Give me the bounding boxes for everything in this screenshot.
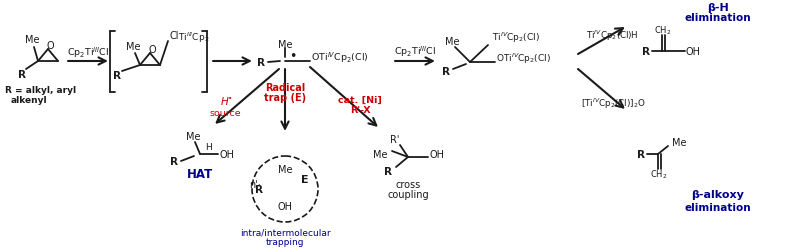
- Text: Me: Me: [445, 37, 459, 47]
- Text: cat. [Ni]: cat. [Ni]: [338, 95, 382, 104]
- Text: Radical: Radical: [265, 83, 305, 93]
- Text: R': R': [391, 135, 400, 144]
- Text: R: R: [257, 58, 265, 68]
- Text: CH$_2$: CH$_2$: [650, 168, 668, 180]
- Text: R: R: [637, 149, 645, 159]
- Text: OTi$^{IV}$Cp$_2$(Cl): OTi$^{IV}$Cp$_2$(Cl): [496, 52, 551, 66]
- Text: Ti$^{III}$Cp$_2$: Ti$^{III}$Cp$_2$: [178, 31, 209, 45]
- Text: H$^•$: H$^•$: [221, 96, 233, 108]
- Text: Me: Me: [278, 40, 292, 50]
- Text: Me: Me: [278, 164, 292, 174]
- Text: Cp$_2$Ti$^{III}$Cl: Cp$_2$Ti$^{III}$Cl: [394, 45, 436, 59]
- Text: intra/intermolecular: intra/intermolecular: [240, 228, 330, 237]
- Text: OH: OH: [686, 47, 701, 57]
- Text: O: O: [148, 45, 156, 55]
- Text: β-H: β-H: [707, 3, 729, 13]
- Text: Me: Me: [373, 149, 388, 159]
- Text: R: R: [642, 47, 650, 57]
- Text: R: R: [18, 70, 26, 80]
- Text: OH: OH: [430, 149, 445, 159]
- Text: Me: Me: [25, 35, 39, 45]
- Text: elimination: elimination: [685, 202, 751, 212]
- Text: R: R: [113, 71, 121, 81]
- Text: source: source: [209, 108, 240, 117]
- Text: trap (E): trap (E): [264, 93, 306, 103]
- Text: coupling: coupling: [388, 189, 429, 199]
- Text: alkenyl: alkenyl: [11, 95, 48, 104]
- Text: E: E: [301, 174, 308, 184]
- Text: R: R: [255, 184, 263, 194]
- Text: n'·: n'·: [249, 179, 261, 189]
- Text: elimination: elimination: [685, 13, 751, 23]
- Text: R: R: [170, 156, 178, 166]
- Text: β-alkoxy: β-alkoxy: [692, 189, 745, 199]
- Text: Me: Me: [672, 137, 686, 147]
- Text: trapping: trapping: [266, 238, 304, 246]
- Text: OTi$^{IV}$Cp$_2$(Cl): OTi$^{IV}$Cp$_2$(Cl): [311, 50, 369, 65]
- Text: [Ti$^{IV}$Cp$_2$(Cl)]$_2$O: [Ti$^{IV}$Cp$_2$(Cl)]$_2$O: [581, 97, 646, 111]
- Text: O: O: [46, 41, 54, 51]
- Text: •: •: [289, 49, 296, 62]
- Text: Cp$_2$Ti$^{III}$Cl: Cp$_2$Ti$^{III}$Cl: [67, 46, 109, 60]
- Text: HAT: HAT: [187, 167, 213, 180]
- Text: R'-X: R'-X: [350, 105, 370, 114]
- Text: R = alkyl, aryl: R = alkyl, aryl: [5, 85, 76, 94]
- Text: Ti$^{IV}$Cp$_2$(Cl): Ti$^{IV}$Cp$_2$(Cl): [492, 31, 540, 45]
- Text: Me: Me: [185, 132, 201, 141]
- Text: H: H: [205, 143, 212, 152]
- Text: cross: cross: [396, 179, 420, 189]
- Text: OH: OH: [277, 201, 292, 211]
- Text: Ti$^{IV}$Cp$_2$(Cl)H: Ti$^{IV}$Cp$_2$(Cl)H: [586, 29, 638, 43]
- Text: R: R: [442, 67, 450, 77]
- Text: R: R: [384, 166, 392, 176]
- Text: CH$_2$: CH$_2$: [654, 25, 672, 37]
- Text: OH: OH: [220, 149, 235, 159]
- Text: Me: Me: [125, 42, 141, 52]
- Text: Cl: Cl: [170, 31, 180, 41]
